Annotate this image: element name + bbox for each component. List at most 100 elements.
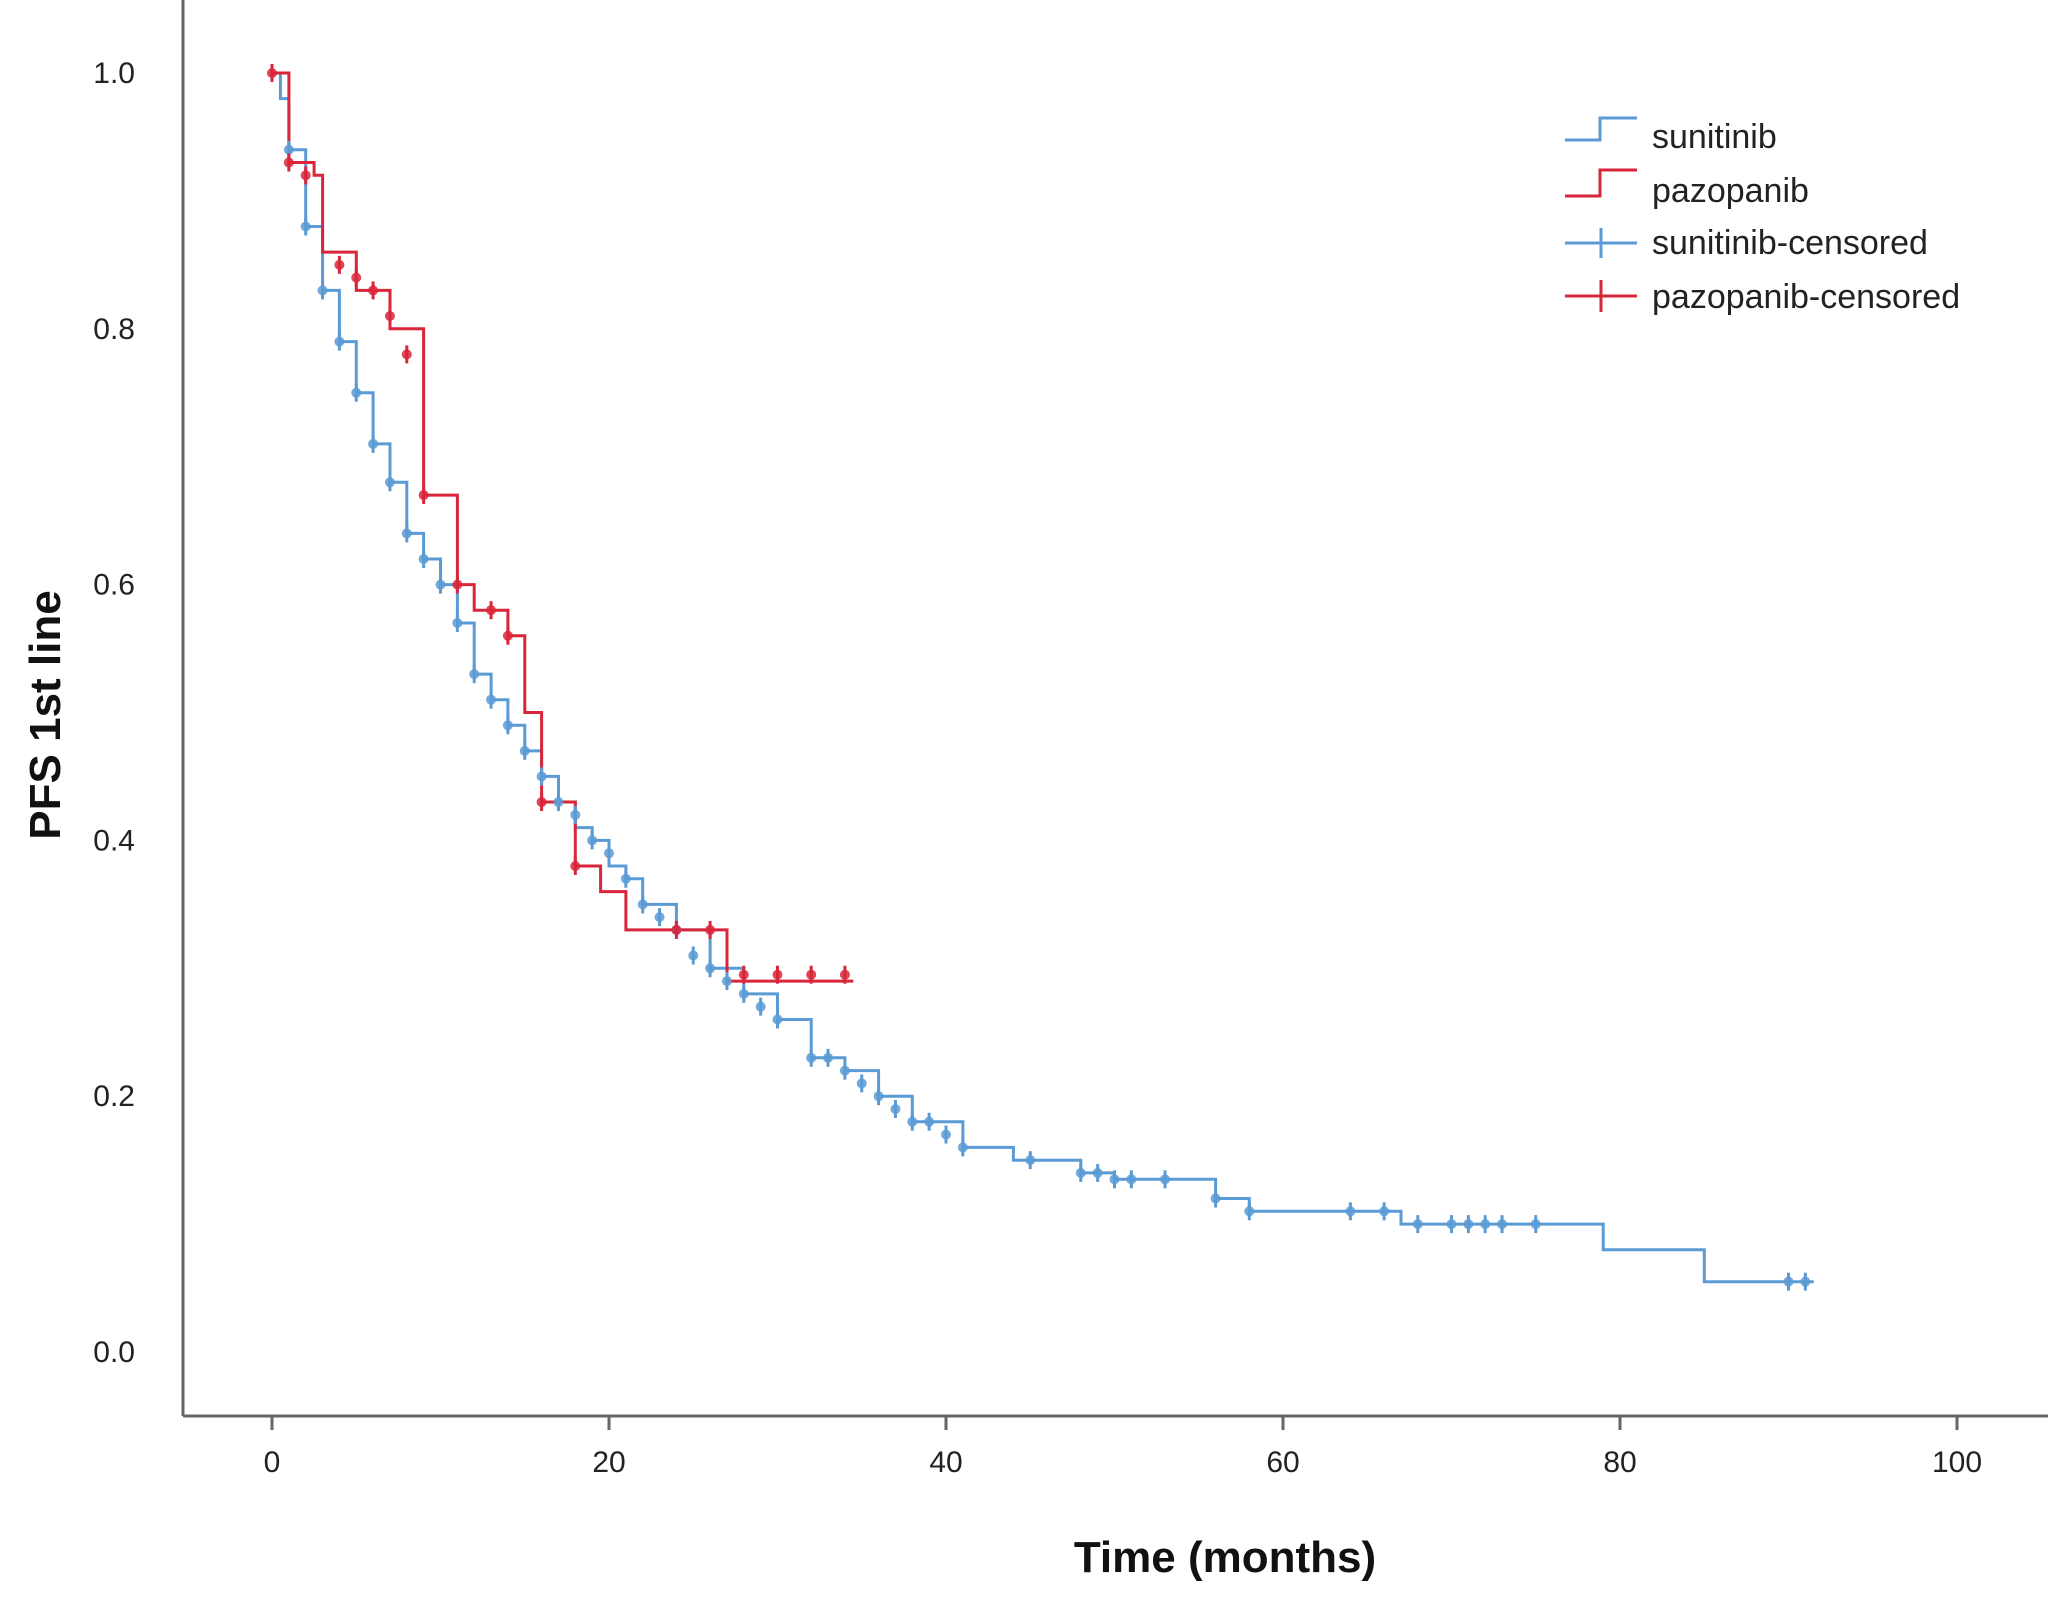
- series-line-sunitinib: [272, 71, 1814, 1284]
- censor-mark-sunitinib: [1025, 1151, 1036, 1170]
- y-tick-label: 1.0: [93, 57, 135, 90]
- censor-mark-sunitinib: [418, 550, 429, 569]
- x-tick-label: 100: [1932, 1446, 1982, 1479]
- censor-mark-sunitinib: [738, 984, 749, 1003]
- legend-label-sunitinib-censored: sunitinib-censored: [1652, 224, 1928, 262]
- censor-mark-sunitinib: [1530, 1215, 1541, 1234]
- censor-mark-pazopanib: [401, 345, 412, 364]
- censor-mark-sunitinib: [907, 1112, 918, 1131]
- legend-swatch-sunitinib-censored: [1565, 228, 1637, 258]
- censor-mark-sunitinib: [1446, 1215, 1457, 1234]
- censor-mark-sunitinib: [401, 524, 412, 543]
- censor-mark-sunitinib: [1244, 1202, 1255, 1221]
- y-tick-label: 0.2: [93, 1080, 135, 1113]
- censor-mark-sunitinib: [654, 908, 665, 927]
- censor-mark-pazopanib: [334, 255, 345, 274]
- censor-mark-sunitinib: [688, 946, 699, 965]
- censor-mark-sunitinib: [519, 741, 530, 760]
- censor-mark-pazopanib: [300, 166, 311, 185]
- censor-mark-sunitinib: [334, 332, 345, 351]
- censor-marks-layer: [267, 64, 1811, 1291]
- legend-label-pazopanib: pazopanib: [1652, 172, 1809, 210]
- censor-mark-pazopanib: [570, 856, 581, 875]
- censor-mark-sunitinib: [570, 805, 581, 824]
- censor-mark-sunitinib: [637, 895, 648, 914]
- censor-mark-sunitinib: [351, 383, 362, 402]
- censor-mark-sunitinib: [1379, 1202, 1390, 1221]
- censor-mark-sunitinib: [1160, 1170, 1171, 1189]
- censor-mark-pazopanib: [486, 601, 497, 620]
- x-tick-label: 60: [1266, 1446, 1299, 1479]
- censor-mark-sunitinib: [941, 1125, 951, 1144]
- x-tick-label: 0: [264, 1446, 281, 1479]
- censor-mark-pazopanib: [705, 920, 716, 939]
- censor-mark-sunitinib: [755, 997, 766, 1016]
- censor-mark-sunitinib: [384, 473, 395, 492]
- censor-mark-pazopanib: [671, 920, 682, 939]
- censor-mark-sunitinib: [1497, 1215, 1508, 1234]
- x-axis-ticks: 0 20 40 60 80 100: [264, 1416, 1982, 1479]
- x-tick-label: 80: [1603, 1446, 1636, 1479]
- legend-label-pazopanib-censored: pazopanib-censored: [1652, 278, 1960, 316]
- legend-swatch-sunitinib: [1565, 116, 1637, 142]
- series-line-pazopanib: [272, 71, 854, 983]
- censor-mark-sunitinib: [1109, 1170, 1120, 1189]
- censor-mark-sunitinib: [1463, 1215, 1474, 1234]
- censor-mark-sunitinib: [806, 1048, 817, 1067]
- legend-swatch-pazopanib-censored: [1565, 280, 1637, 312]
- censor-mark-sunitinib: [587, 831, 598, 850]
- censor-mark-sunitinib: [469, 665, 480, 684]
- censor-mark-sunitinib: [856, 1074, 867, 1093]
- censor-mark-sunitinib: [620, 869, 631, 888]
- censor-mark-sunitinib: [452, 613, 463, 632]
- censor-mark-pazopanib: [536, 793, 547, 812]
- plot-frame: [181, 0, 2048, 1418]
- y-axis-ticks: 0.0 0.2 0.4 0.6 0.8 1.0: [93, 57, 135, 1369]
- censor-mark-sunitinib: [1092, 1163, 1103, 1182]
- y-axis-title: PFS 1st line: [21, 590, 70, 839]
- censor-mark-sunitinib: [839, 1061, 850, 1080]
- censor-mark-sunitinib: [721, 972, 732, 991]
- censor-mark-sunitinib: [435, 575, 446, 594]
- censor-mark-sunitinib: [553, 793, 564, 812]
- censor-mark-pazopanib: [502, 626, 513, 645]
- censor-mark-sunitinib: [957, 1138, 968, 1157]
- censor-mark-sunitinib: [772, 1010, 783, 1029]
- censor-mark-sunitinib: [300, 217, 311, 236]
- series-layer: [272, 71, 1814, 1284]
- y-tick-label: 0.6: [93, 569, 135, 602]
- censor-mark-sunitinib: [823, 1048, 834, 1067]
- censor-mark-sunitinib: [924, 1112, 935, 1131]
- censor-mark-sunitinib: [1210, 1189, 1221, 1208]
- x-tick-label: 40: [929, 1446, 962, 1479]
- censor-mark-sunitinib: [1480, 1215, 1491, 1234]
- censor-mark-sunitinib: [486, 690, 497, 709]
- censor-mark-pazopanib: [418, 486, 429, 505]
- censor-mark-sunitinib: [1075, 1163, 1086, 1182]
- censor-mark-pazopanib: [839, 965, 850, 984]
- censor-mark-sunitinib: [1412, 1215, 1423, 1234]
- y-tick-label: 0.4: [93, 824, 135, 857]
- censor-mark-pazopanib: [738, 965, 749, 984]
- censor-mark-pazopanib: [452, 575, 463, 594]
- censor-mark-pazopanib: [283, 153, 294, 172]
- legend: sunitinib pazopanib sunitinib-censored p…: [1565, 116, 1960, 316]
- y-tick-label: 0.8: [93, 313, 135, 346]
- x-axis-title: Time (months): [1074, 1533, 1376, 1582]
- censor-mark-pazopanib: [772, 965, 783, 984]
- censor-mark-pazopanib: [267, 64, 277, 82]
- y-tick-label: 0.0: [93, 1336, 135, 1369]
- censor-mark-sunitinib: [873, 1087, 884, 1106]
- censor-mark-sunitinib: [1345, 1202, 1356, 1221]
- legend-label-sunitinib: sunitinib: [1652, 118, 1777, 156]
- censor-mark-sunitinib: [502, 716, 513, 735]
- censor-mark-sunitinib: [1783, 1272, 1794, 1291]
- censor-mark-sunitinib: [604, 844, 614, 863]
- censor-mark-pazopanib: [351, 268, 362, 287]
- legend-swatch-pazopanib: [1565, 168, 1637, 198]
- censor-mark-pazopanib: [806, 965, 817, 984]
- censor-mark-sunitinib: [1800, 1272, 1811, 1291]
- censor-mark-sunitinib: [705, 959, 716, 978]
- censor-mark-sunitinib: [1126, 1170, 1137, 1189]
